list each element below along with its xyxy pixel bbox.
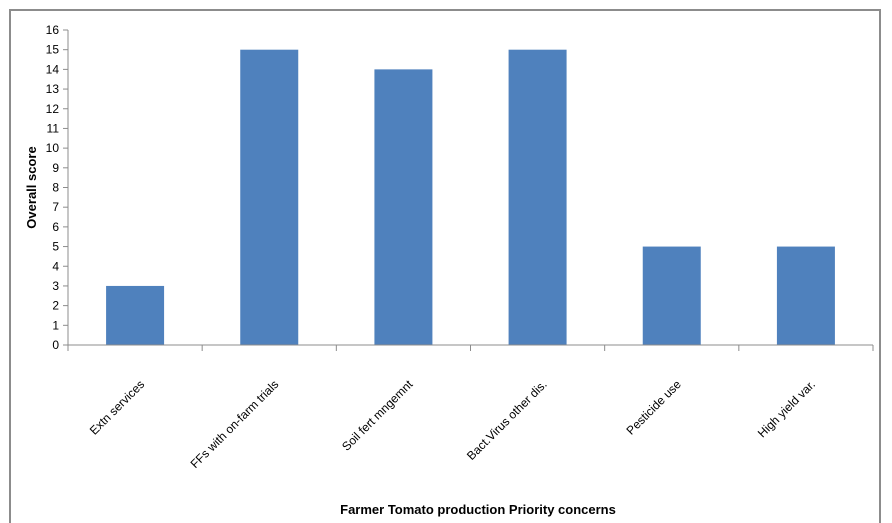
category-label: Extn services [87,377,147,437]
y-tick-label: 15 [46,43,60,57]
category-label: High yield var. [755,377,818,440]
y-tick-label: 7 [52,200,59,214]
y-tick-label: 9 [52,161,59,175]
y-tick-label: 6 [52,220,59,234]
chart-frame [9,9,881,523]
y-tick-label: 12 [46,102,60,116]
y-tick-label: 8 [52,181,59,195]
y-tick-label: 5 [52,240,59,254]
x-axis-ticks [67,345,874,351]
y-tick-label: 2 [52,299,59,313]
y-tick-label: 3 [52,279,59,293]
y-tick-label: 0 [52,338,59,352]
y-tick-label: 11 [47,121,60,135]
bar-2 [374,69,433,345]
category-label: Pesticide use [624,377,685,438]
category-label: FFs with on-farm trials [188,377,282,471]
bar-4 [642,246,701,345]
category-label: Bact.Virus other dis. [464,377,550,463]
y-axis-title: Overall score [24,146,39,228]
y-tick-label: 16 [46,23,60,37]
y-tick-label: 13 [46,82,60,96]
x-axis-title: Farmer Tomato production Priority concer… [340,502,616,517]
bar-1 [240,49,299,345]
y-tick-label: 1 [52,318,59,332]
category-label: Soil fert mngemnt [339,377,416,454]
y-tick-label: 4 [52,259,59,273]
bar-0 [106,285,165,345]
category-labels: Extn services FFs with on-farm trials Soil… [87,377,818,471]
bars [106,49,835,345]
bar-5 [776,246,835,345]
y-tick-label: 10 [46,141,60,155]
bar-3 [508,49,567,345]
y-tick-label: 14 [46,62,60,76]
